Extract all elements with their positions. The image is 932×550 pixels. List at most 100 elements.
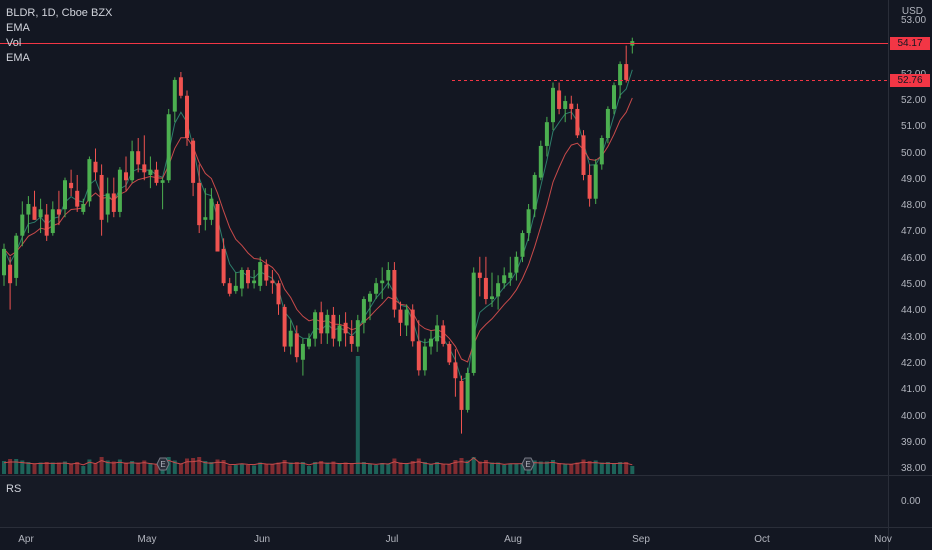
candle [313, 309, 318, 347]
volume-bar [416, 458, 421, 474]
candle [124, 156, 128, 191]
candle-body [410, 309, 415, 342]
candle [93, 148, 98, 181]
candle [154, 161, 159, 186]
candle [105, 177, 110, 223]
candle-body [471, 272, 476, 373]
candle [32, 190, 37, 220]
candle-body [581, 135, 586, 175]
volume-bar [81, 466, 86, 474]
candle-body [618, 64, 623, 86]
volume-bar [63, 461, 67, 474]
volume-bar [605, 462, 610, 474]
candle-body [38, 209, 43, 218]
time-tick-label: Nov [874, 534, 892, 545]
candle-body [8, 264, 13, 284]
candle [605, 106, 610, 144]
candle [618, 61, 623, 99]
candle [221, 238, 226, 286]
candle [404, 304, 409, 336]
candle [483, 256, 488, 305]
candle [557, 82, 562, 115]
volume-bar [172, 460, 177, 474]
earnings-marker-icon[interactable]: E [521, 457, 535, 471]
candle [422, 338, 427, 376]
legend-vol[interactable]: Vol [6, 37, 22, 49]
time-tick-label: Aug [504, 534, 522, 545]
candle-body [69, 182, 74, 189]
volume-bar [319, 461, 324, 474]
candle [599, 135, 604, 170]
rs-pane [0, 475, 888, 527]
candle [587, 164, 592, 207]
candle [429, 330, 433, 355]
volume-bar [471, 457, 476, 474]
candle [435, 314, 440, 352]
candle-body [587, 174, 592, 199]
candle-body [612, 85, 616, 109]
candle [398, 301, 403, 336]
candle [575, 103, 580, 138]
candle-body [197, 182, 202, 226]
earnings-marker-icon[interactable]: E [156, 457, 170, 471]
rs-pane-label[interactable]: RS [6, 483, 22, 495]
candle-body [386, 270, 391, 281]
candle [331, 306, 336, 347]
volume-bar [136, 462, 141, 474]
volume-bar [276, 462, 281, 474]
candle [38, 198, 43, 234]
candle [252, 270, 257, 289]
candle-body [44, 214, 49, 236]
volume-bar [75, 462, 80, 474]
candle [416, 320, 421, 376]
volume-bar [453, 460, 458, 474]
candle-body [313, 312, 318, 339]
candle [215, 201, 220, 252]
candle-body [87, 159, 92, 202]
volume-bar [538, 461, 543, 474]
candle [178, 72, 183, 99]
volume-bar [32, 463, 37, 474]
price-tick-label: 46.00 [901, 253, 926, 264]
candle-body [75, 190, 80, 207]
volume-bar [2, 461, 6, 474]
candle [453, 349, 458, 397]
candle-body [117, 169, 122, 212]
candle-body [319, 312, 324, 334]
time-axis: Apr May Jun Jul Aug Sep Oct Nov [18, 534, 892, 545]
candle [355, 314, 360, 352]
volume-bar [398, 462, 403, 474]
rs-value: 0.00 [901, 496, 921, 507]
volume-bar [105, 460, 110, 474]
candle-body [441, 325, 446, 344]
candle [185, 90, 189, 146]
candle-body [361, 299, 366, 323]
candle-body [453, 362, 458, 379]
legend-ema-1[interactable]: EMA [6, 22, 30, 34]
candle-body [239, 270, 244, 289]
candle [337, 314, 342, 347]
candle-body [2, 248, 6, 276]
volume-bar [325, 462, 330, 474]
volume-bar [233, 465, 238, 474]
candle-body [404, 309, 409, 326]
candle-body [563, 101, 568, 109]
volume-bar [69, 464, 74, 474]
symbol-title[interactable]: BLDR, 1D, Cboe BZX [6, 7, 113, 19]
volume-bar [337, 463, 342, 474]
candle [264, 259, 269, 286]
last-price-tag: 54.17 [890, 37, 930, 50]
candle-body [111, 193, 116, 212]
candle [288, 320, 293, 355]
candle-body [136, 151, 141, 165]
candle [44, 204, 49, 241]
legend-ema-2[interactable]: EMA [6, 52, 30, 64]
price-tick-label: 43.00 [901, 332, 926, 343]
volume-bar [288, 462, 293, 474]
currency-label[interactable]: USD [901, 6, 923, 17]
candle-body [374, 283, 379, 294]
candle-body [20, 214, 25, 236]
candle-body [343, 322, 348, 334]
